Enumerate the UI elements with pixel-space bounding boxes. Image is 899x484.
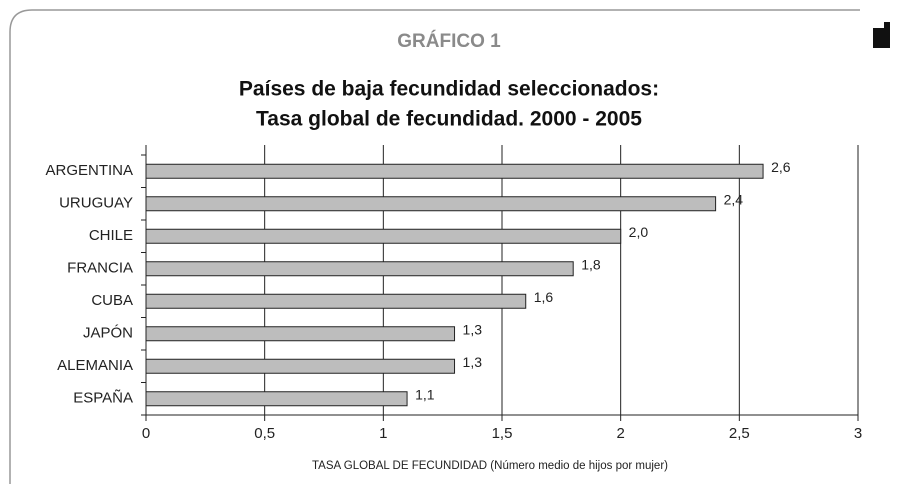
y-tick-label: FRANCIA bbox=[67, 260, 133, 277]
bar bbox=[145, 358, 456, 374]
value-label: 1,1 bbox=[415, 386, 435, 402]
x-tick-label: 2 bbox=[616, 425, 624, 442]
x-tick-label: 3 bbox=[854, 425, 862, 442]
frame bbox=[9, 9, 860, 484]
value-label: 2,0 bbox=[629, 224, 649, 240]
y-tick-label: JAPÓN bbox=[83, 325, 133, 342]
x-axis-label: TASA GLOBAL DE FECUNDIDAD (Número medio … bbox=[312, 460, 668, 472]
chart-title: GRÁFICO 1 bbox=[397, 30, 501, 52]
value-label: 1,6 bbox=[534, 289, 554, 305]
bar bbox=[145, 196, 717, 212]
y-tick-label: ARGENTINA bbox=[45, 162, 133, 179]
bar bbox=[145, 163, 764, 179]
x-tick-label: 0,5 bbox=[254, 425, 275, 442]
y-tick-label: ESPAÑA bbox=[73, 390, 133, 407]
value-label: 1,3 bbox=[463, 321, 483, 337]
corner-mark bbox=[873, 28, 890, 48]
y-tick-label: ALEMANIA bbox=[57, 357, 133, 374]
chart-subtitle: Tasa global de fecundidad. 2000 - 2005 bbox=[256, 108, 642, 131]
y-tick-label: URUGUAY bbox=[59, 195, 133, 212]
value-label: 2,4 bbox=[724, 191, 744, 207]
x-tick-label: 2,5 bbox=[729, 425, 750, 442]
bar bbox=[145, 326, 456, 342]
corner-mark bbox=[884, 22, 890, 30]
bar bbox=[145, 391, 408, 407]
bar bbox=[145, 228, 622, 244]
y-tick-label: CHILE bbox=[89, 227, 133, 244]
x-tick-label: 1 bbox=[379, 425, 387, 442]
value-label: 1,3 bbox=[463, 354, 483, 370]
value-label: 1,8 bbox=[581, 256, 601, 272]
x-tick-label: 0 bbox=[142, 425, 150, 442]
bar bbox=[145, 261, 574, 277]
x-tick-label: 1,5 bbox=[492, 425, 513, 442]
y-tick-label: CUBA bbox=[91, 292, 133, 309]
bar bbox=[145, 293, 527, 309]
value-label: 2,6 bbox=[771, 159, 791, 175]
chart-subtitle: Países de baja fecundidad seleccionados: bbox=[239, 78, 659, 101]
